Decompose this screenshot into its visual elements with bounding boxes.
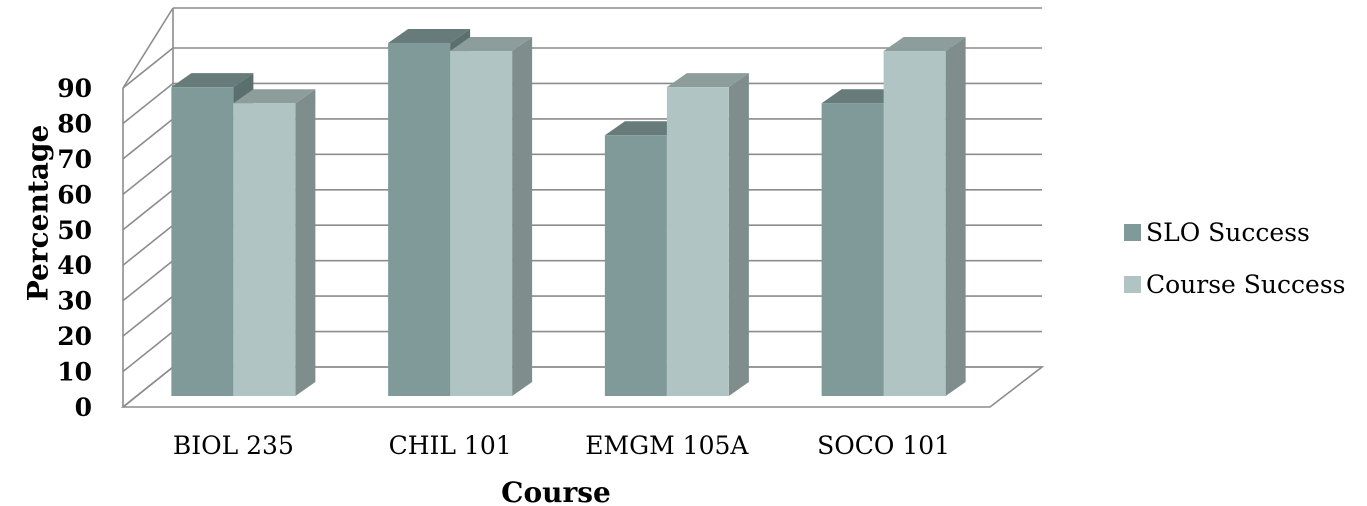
bar-soco-101-course-success — [883, 37, 966, 397]
x-tick-label: BIOL 235 — [173, 431, 294, 460]
bar-chil-101-course-success — [450, 37, 533, 397]
bar-top — [388, 29, 471, 44]
legend-swatch — [1124, 224, 1141, 241]
x-tick-label: EMGM 105A — [585, 431, 749, 460]
x-axis-title: Course — [501, 476, 611, 506]
y-tick-label: 0 — [75, 393, 92, 422]
gridline-diagonal — [122, 189, 174, 231]
bar-front — [821, 103, 884, 396]
bar-top — [604, 121, 687, 136]
gridline-diagonal — [122, 330, 174, 373]
legend-swatch — [1124, 276, 1141, 293]
gridline-diagonal — [122, 295, 174, 337]
gridline-diagonal — [122, 153, 174, 195]
bar-front — [233, 103, 296, 396]
x-tick-label: SOCO 101 — [817, 431, 950, 460]
bar-biol-235-course-success — [233, 89, 316, 396]
bar-top — [821, 89, 904, 104]
bar-top — [171, 73, 254, 88]
bar-top — [883, 37, 966, 52]
bar-top — [233, 89, 316, 104]
gridline-diagonal — [122, 82, 174, 125]
gridline-diagonal — [122, 224, 174, 266]
gridline-diagonal — [122, 47, 174, 89]
y-tick-label: 80 — [57, 109, 92, 138]
bar-side — [295, 89, 316, 396]
legend-item-course-success: Course Success — [1124, 270, 1346, 299]
bar-front — [604, 135, 667, 396]
y-tick-label: 60 — [57, 180, 92, 209]
y-tick-label: 50 — [57, 216, 92, 245]
y-tick-label: 30 — [57, 287, 92, 316]
x-tick-label: CHIL 101 — [389, 431, 512, 460]
gridline-diagonal — [122, 260, 174, 302]
y-tick-label: 70 — [57, 145, 92, 174]
y-tick-label: 10 — [57, 358, 92, 387]
bar-side — [945, 37, 966, 397]
bar-emgm-105a-course-success — [666, 73, 749, 397]
bar-side — [728, 73, 749, 397]
bar-front — [171, 87, 234, 397]
gridline-diagonal — [122, 366, 174, 408]
gridline-diagonal — [122, 118, 174, 160]
legend-label: Course Success — [1146, 270, 1346, 299]
bar-top — [666, 73, 749, 88]
bar-top — [450, 37, 533, 52]
bars — [171, 29, 966, 397]
x-tick-labels: BIOL 235 CHIL 101 EMGM 105A SOCO 101 — [173, 431, 950, 460]
y-tick-label: 40 — [57, 251, 92, 280]
bar-front — [450, 51, 513, 397]
bar-front — [883, 51, 946, 397]
bar-side — [512, 37, 533, 397]
legend-item-slo-success: SLO Success — [1124, 218, 1310, 247]
y-tick-label: 90 — [57, 74, 92, 103]
legend-label: SLO Success — [1146, 218, 1310, 247]
bar-front — [666, 87, 729, 397]
y-tick-labels: 0 10 20 30 40 50 60 70 80 90 — [57, 74, 92, 422]
bar-front — [388, 43, 451, 397]
legend: SLO Success Course Success — [1124, 218, 1346, 299]
y-tick-label: 20 — [57, 322, 92, 351]
y-axis-title: Percentage — [22, 125, 55, 302]
top-diagonal — [122, 7, 174, 89]
